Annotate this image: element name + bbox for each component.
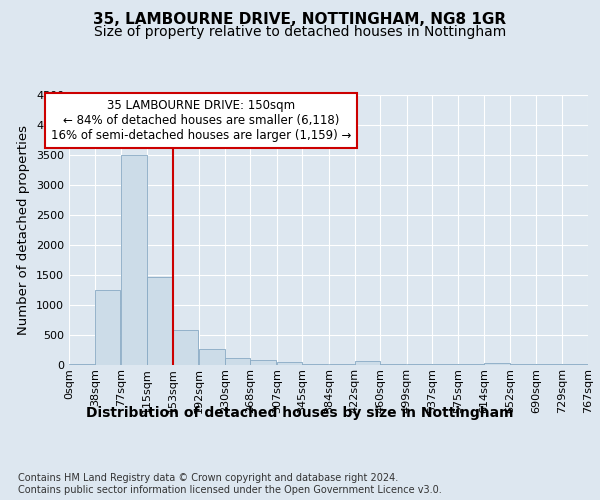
Bar [380, 364, 406, 365]
Bar [355, 362, 380, 365]
Y-axis label: Number of detached properties: Number of detached properties [17, 125, 31, 335]
Bar [536, 364, 562, 365]
Bar [224, 358, 250, 365]
Bar [458, 364, 484, 365]
Text: Distribution of detached houses by size in Nottingham: Distribution of detached houses by size … [86, 406, 514, 419]
Bar [407, 364, 433, 365]
Bar [302, 364, 328, 365]
Bar [95, 290, 121, 365]
Text: Size of property relative to detached houses in Nottingham: Size of property relative to detached ho… [94, 25, 506, 39]
Text: Contains HM Land Registry data © Crown copyright and database right 2024.
Contai: Contains HM Land Registry data © Crown c… [18, 474, 442, 495]
Bar [562, 364, 588, 365]
Bar [199, 350, 224, 365]
Bar [329, 364, 355, 365]
Bar [69, 364, 95, 365]
Bar [250, 360, 276, 365]
Bar [277, 362, 302, 365]
Bar [510, 364, 536, 365]
Bar [484, 363, 510, 365]
Bar [433, 364, 458, 365]
Bar [173, 330, 198, 365]
Text: 35, LAMBOURNE DRIVE, NOTTINGHAM, NG8 1GR: 35, LAMBOURNE DRIVE, NOTTINGHAM, NG8 1GR [94, 12, 506, 28]
Text: 35 LAMBOURNE DRIVE: 150sqm
← 84% of detached houses are smaller (6,118)
16% of s: 35 LAMBOURNE DRIVE: 150sqm ← 84% of deta… [51, 99, 352, 142]
Bar [147, 278, 173, 365]
Bar [121, 155, 147, 365]
